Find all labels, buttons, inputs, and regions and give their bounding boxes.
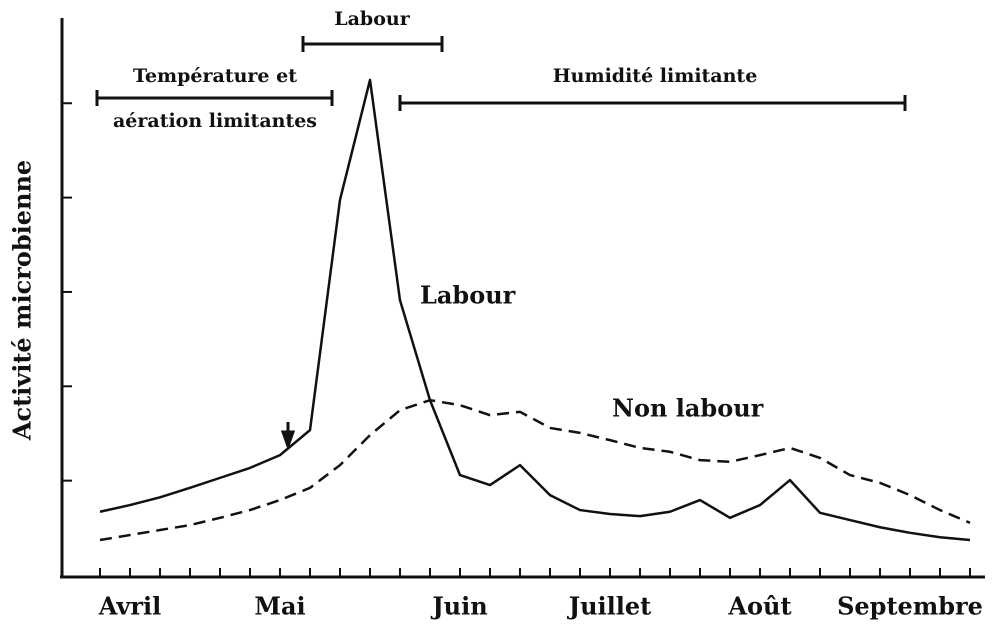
x-tick-label: Juin [430, 592, 487, 621]
bracket [398, 95, 907, 111]
annotation: Humidité limitante [553, 65, 758, 87]
bracket [95, 90, 334, 106]
series-label: Non labour [612, 394, 764, 423]
arrow [280, 422, 296, 451]
series-line [99, 398, 971, 542]
series-line [99, 78, 971, 542]
bracket [301, 36, 444, 52]
annotation: aération limitantes [113, 110, 317, 132]
annotation: Température et [133, 65, 297, 87]
x-tick-label: Juillet [567, 592, 652, 621]
x-tick-label: Mai [254, 592, 305, 621]
y-axis-label: Activité microbienne [8, 160, 37, 441]
x-tick-label: Septembre [837, 592, 983, 621]
annotation: Labour [334, 8, 410, 30]
series-label: Labour [420, 281, 516, 310]
x-tick-label: Avril [98, 592, 161, 621]
x-tick-label: Août [727, 592, 791, 621]
